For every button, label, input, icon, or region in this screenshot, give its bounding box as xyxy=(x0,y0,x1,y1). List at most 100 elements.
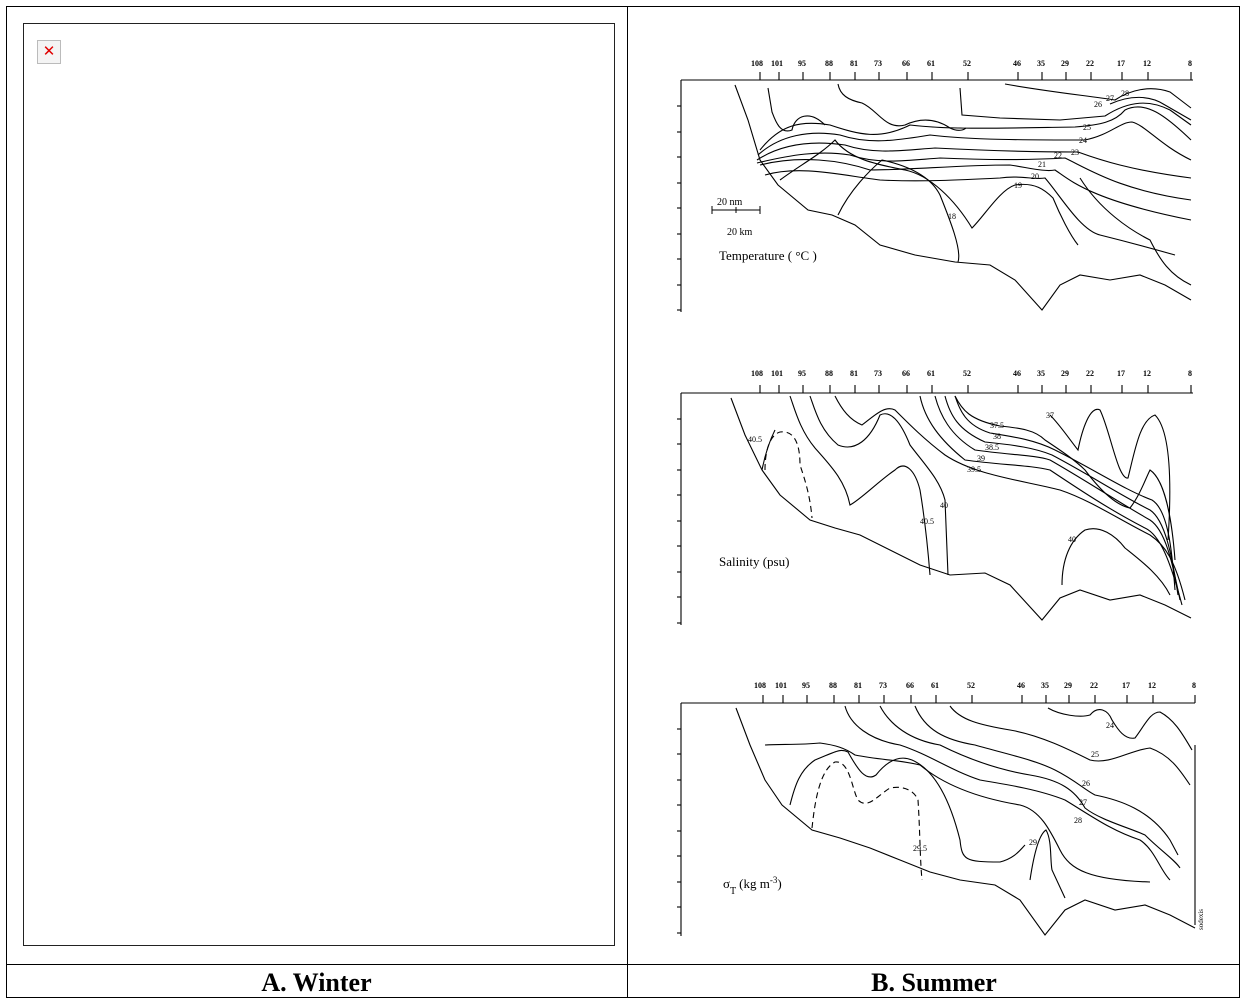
station-label: 81 xyxy=(854,681,862,690)
sigma-close-paren: ) xyxy=(777,876,781,891)
temperature-iso-label: 20 xyxy=(1031,172,1039,181)
temperature-isoline-20 xyxy=(764,170,1176,256)
station-label: 61 xyxy=(927,369,935,378)
salinity-iso-label: 40.5 xyxy=(920,517,934,526)
temperature-iso-label: 21 xyxy=(1038,160,1046,169)
sigma-isoline-28 xyxy=(844,705,1171,881)
station-label: 46 xyxy=(1013,59,1021,68)
temperature-isoline-extra-a xyxy=(767,87,826,132)
station-label: 17 xyxy=(1122,681,1130,690)
winter-caption: A. Winter xyxy=(261,968,372,997)
salinity-iso-label: 37.5 xyxy=(990,421,1004,430)
temperature-iso-label: 22 xyxy=(1054,151,1062,160)
salinity-isoline-39.5 xyxy=(919,395,1183,606)
broken-image-icon: ✕ xyxy=(37,40,61,64)
station-label: 35 xyxy=(1037,59,1045,68)
sigma-iso-label: 29.5 xyxy=(913,844,927,853)
station-label: 17 xyxy=(1117,59,1125,68)
temperature-depth-ticks xyxy=(677,105,681,311)
station-label: 95 xyxy=(802,681,810,690)
sigma-subscript: T xyxy=(730,886,736,897)
temperature-iso-label: 23 xyxy=(1071,148,1079,157)
credit-label: sodexis xyxy=(1197,909,1205,930)
salinity-isoline-40-right xyxy=(1061,528,1171,596)
salinity-section xyxy=(677,385,1193,625)
temperature-section xyxy=(677,72,1193,312)
station-label: 81 xyxy=(850,59,858,68)
station-label: 52 xyxy=(967,681,975,690)
station-label: 66 xyxy=(906,681,914,690)
scale-km-label: 20 km xyxy=(727,227,753,238)
temperature-sea-floor xyxy=(734,84,1192,311)
sigma-iso-label: 26 xyxy=(1082,779,1090,788)
salinity-sea-floor xyxy=(730,397,1192,621)
temperature-iso-label: 28 xyxy=(1121,89,1129,98)
temperature-isoline-23 xyxy=(756,142,1192,179)
temperature-scale-bar xyxy=(711,206,761,214)
station-label: 95 xyxy=(798,369,806,378)
temperature-iso-label: 25 xyxy=(1083,123,1091,132)
station-label: 73 xyxy=(874,59,882,68)
salinity-isoline-38.5 xyxy=(944,395,1179,596)
salinity-isoline-40.5-dashed xyxy=(764,431,813,519)
sigma-iso-label: 29 xyxy=(1029,838,1037,847)
sigma-isoline-25 xyxy=(949,705,1191,786)
sigma-iso-label: 28 xyxy=(1074,816,1082,825)
station-label: 73 xyxy=(874,369,882,378)
temperature-isoline-extra-b xyxy=(837,83,967,131)
salinity-isoline-37 xyxy=(1049,408,1171,541)
station-label: 12 xyxy=(1143,59,1151,68)
salinity-depth-ticks xyxy=(677,418,681,624)
sigma-exponent: -3 xyxy=(770,875,778,885)
sigma-isoline-b xyxy=(764,742,1151,883)
station-label: 108 xyxy=(751,369,763,378)
salinity-iso-label: 40 xyxy=(940,501,948,510)
sigma-iso-label: 24 xyxy=(1106,721,1114,730)
station-label: 66 xyxy=(902,59,910,68)
temperature-iso-label: 24 xyxy=(1079,136,1087,145)
station-label: 17 xyxy=(1117,369,1125,378)
salinity-iso-label: 39.5 xyxy=(967,465,981,474)
station-label: 101 xyxy=(775,681,787,690)
temperature-isoline-27 xyxy=(1109,96,1192,121)
station-label: 8 xyxy=(1188,59,1192,68)
station-label: 8 xyxy=(1188,369,1192,378)
sigma-units: (kg m xyxy=(739,876,770,891)
winter-image-placeholder xyxy=(23,23,615,946)
temperature-isoline-19 xyxy=(779,139,1079,246)
caption-divider xyxy=(6,964,1240,965)
temperature-label: Temperature ( °C ) xyxy=(719,248,817,263)
station-label: 46 xyxy=(1013,369,1021,378)
salinity-station-labels: 108 101 95 88 81 73 66 61 52 46 35 29 22… xyxy=(751,369,1192,378)
salinity-label: Salinity (psu) xyxy=(719,554,789,569)
station-label: 73 xyxy=(879,681,887,690)
sigma-labels: σT(kg m-3) 24 25 26 27 28 29 29.5 sodexi… xyxy=(723,721,1205,930)
station-label: 12 xyxy=(1143,369,1151,378)
salinity-isoline-40.5-left xyxy=(761,429,776,471)
station-label: 29 xyxy=(1061,59,1069,68)
temperature-isoline-21 xyxy=(759,159,1192,221)
sigma-station-labels: 108 101 95 88 81 73 66 61 52 46 35 29 22… xyxy=(754,681,1196,690)
salinity-iso-label: 38.5 xyxy=(985,443,999,452)
station-label: 108 xyxy=(754,681,766,690)
sigma-iso-label: 25 xyxy=(1091,750,1099,759)
temperature-station-labels: 108 101 95 88 81 73 66 61 52 46 35 29 22… xyxy=(751,59,1192,68)
salinity-labels: Salinity (psu) 37.5 37 38 38.5 39 39.5 4… xyxy=(719,411,1076,569)
salinity-station-ticks xyxy=(759,385,1192,393)
salinity-iso-label: 38 xyxy=(993,432,1001,441)
sigma-station-ticks xyxy=(762,695,1196,703)
sigma-label: σT(kg m-3) xyxy=(723,875,782,897)
station-label: 29 xyxy=(1061,369,1069,378)
sigma-symbol: σ xyxy=(723,876,730,891)
station-label: 22 xyxy=(1086,369,1094,378)
sigma-isoline-24 xyxy=(1047,707,1193,751)
salinity-iso-label: 39 xyxy=(977,454,985,463)
sigma-iso-label: 27 xyxy=(1079,798,1087,807)
station-label: 35 xyxy=(1041,681,1049,690)
column-divider xyxy=(627,6,628,998)
station-label: 88 xyxy=(825,59,833,68)
temperature-isoline-18 xyxy=(837,159,960,263)
station-label: 61 xyxy=(927,59,935,68)
temperature-labels: Temperature ( °C ) 20 nm 20 km 28 27 26 … xyxy=(717,89,1129,263)
station-label: 52 xyxy=(963,59,971,68)
